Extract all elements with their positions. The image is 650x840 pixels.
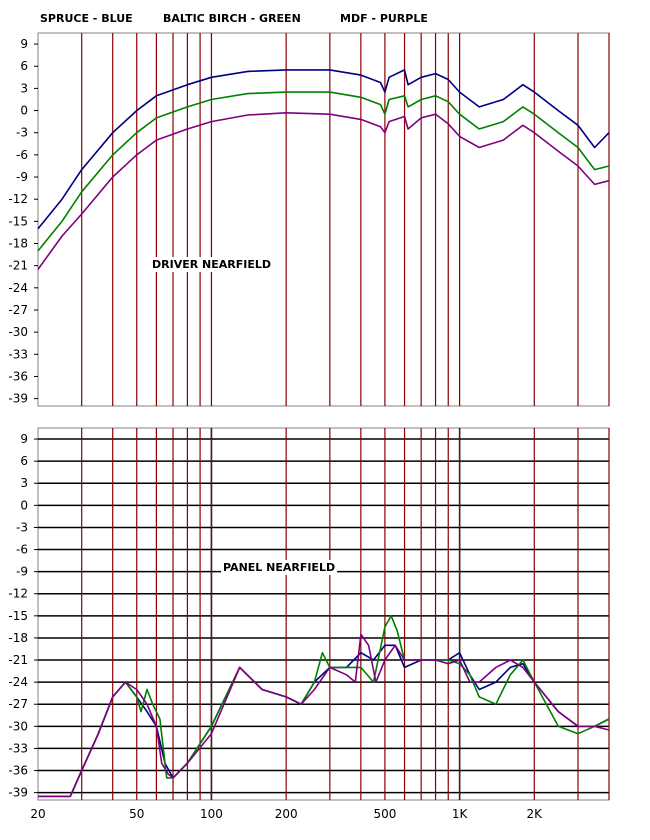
y-tick-label: 0: [20, 498, 28, 512]
y-tick-label: -15: [8, 609, 28, 623]
panel-title-background: [221, 560, 338, 575]
y-tick-label: -9: [16, 565, 28, 579]
y-tick-label: -27: [8, 303, 28, 317]
series-line: [37, 112, 610, 270]
y-tick-label: -3: [16, 126, 28, 140]
y-tick-label: -27: [8, 697, 28, 711]
panel-title: PANEL NEARFIELD: [223, 561, 335, 574]
x-tick-label: 50: [129, 807, 144, 821]
y-tick-label: -30: [8, 719, 28, 733]
y-tick-label: -18: [8, 237, 28, 251]
series-line: [37, 91, 610, 252]
y-tick-label: 3: [20, 81, 28, 95]
y-tick-label: -33: [8, 347, 28, 361]
y-tick-label: -6: [16, 148, 28, 162]
y-tick-label: -12: [8, 192, 28, 206]
legend-spruce: SPRUCE - BLUE: [40, 12, 133, 25]
y-tick-label: -33: [8, 741, 28, 755]
x-tick-label: 500: [373, 807, 396, 821]
plot-frame: [37, 427, 610, 801]
y-tick-label: 6: [20, 59, 28, 73]
y-tick-label: -21: [8, 653, 28, 667]
y-tick-label: 0: [20, 104, 28, 118]
plot-frame: [37, 32, 610, 407]
panel-nearfield-panel: 9 6 3 0 -3 -6 -9 -12 -15 -18 -21 -24 -27 -30 -33 -36 -39…: [8, 427, 610, 821]
y-tick-label: -24: [8, 675, 28, 689]
y-tick-label: -39: [8, 392, 28, 406]
y-tick-label: -30: [8, 325, 28, 339]
y-tick-label: -9: [16, 170, 28, 184]
y-tick-label: 9: [20, 432, 28, 446]
y-tick-label: -36: [8, 369, 28, 383]
y-tick-label: -15: [8, 214, 28, 228]
y-tick-label: -18: [8, 631, 28, 645]
y-tick-label: 6: [20, 454, 28, 468]
x-tick-label: 20: [30, 807, 45, 821]
legend-mdf: MDF - PURPLE: [340, 12, 428, 25]
panel-title: DRIVER NEARFIELD: [152, 258, 271, 271]
driver-nearfield-panel: 9 6 3 0 -3 -6 -9 -12 -15 -18 -21 -24 -27 -30 -33 -36 -39…: [8, 32, 610, 407]
y-tick-label: 3: [20, 476, 28, 490]
legend-baltic-birch: BALTIC BIRCH - GREEN: [163, 12, 301, 25]
y-tick-label: 9: [20, 37, 28, 51]
y-tick-label: -6: [16, 543, 28, 557]
x-tick-label: 200: [275, 807, 298, 821]
series-line: [37, 69, 610, 230]
y-tick-label: -24: [8, 281, 28, 295]
y-tick-label: -39: [8, 786, 28, 800]
y-tick-label: -12: [8, 587, 28, 601]
x-tick-label: 1K: [452, 807, 469, 821]
y-tick-label: -21: [8, 259, 28, 273]
x-tick-label: 100: [200, 807, 223, 821]
y-tick-label: -36: [8, 764, 28, 778]
panel-title-background: [150, 257, 273, 272]
x-tick-label: 2K: [527, 807, 544, 821]
series-line: [38, 633, 610, 798]
y-tick-label: -3: [16, 520, 28, 534]
